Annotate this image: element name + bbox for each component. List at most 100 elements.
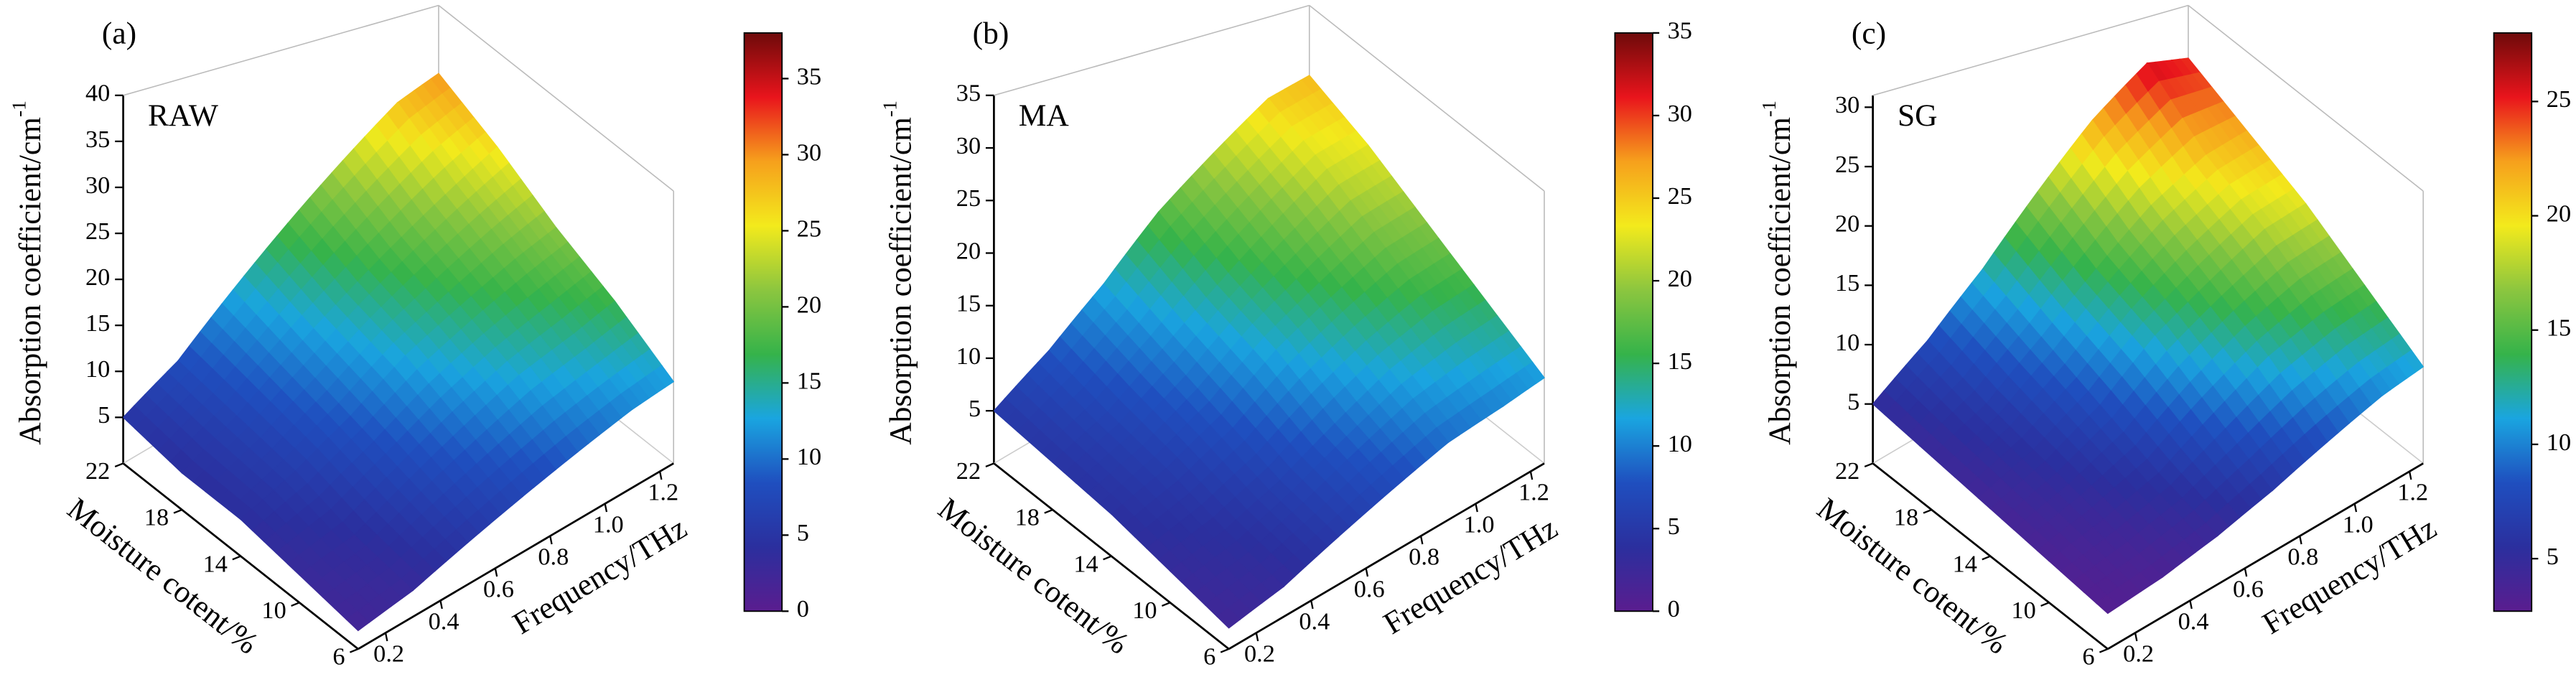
surface-cell [396, 73, 498, 186]
z-tick-label: 10 [1835, 329, 1859, 356]
x-tick [2134, 633, 2138, 642]
colorbar-tick-label: 25 [2547, 85, 2571, 113]
colorbar-tick-label: 25 [1668, 182, 1692, 210]
surface-cell [1989, 460, 2105, 562]
surface-cell [2205, 130, 2307, 230]
y-tick [173, 508, 182, 514]
x-tick [494, 568, 498, 577]
y-tick-label: 14 [1953, 550, 1977, 577]
z-tick-label: 25 [85, 218, 110, 245]
surface-cell [1106, 348, 1222, 470]
x-tick [604, 503, 608, 513]
z-axis-label-sup: -1 [9, 101, 30, 117]
x-tick-label: 0.4 [429, 607, 459, 635]
y-tick-label: 22 [1835, 457, 1859, 485]
z-tick-label: 15 [1835, 269, 1859, 297]
y-tick-label: 14 [203, 550, 228, 577]
surface-cell [408, 425, 524, 543]
method-label: RAW [148, 98, 218, 133]
surface-cell [573, 300, 675, 410]
z-tick-label: 25 [1835, 151, 1859, 178]
z-axis-label: Absorption coefficient/cm-1 [1758, 101, 1797, 445]
x-tick-label: 0.8 [1409, 543, 1439, 570]
colorbar [743, 32, 783, 612]
x-tick [549, 536, 553, 545]
surface-cell [2044, 404, 2160, 521]
colorbar-tick-label: 20 [1668, 265, 1692, 292]
z-axis-label-text: Absorption coefficient/cm [1763, 117, 1797, 445]
surface-cell [181, 415, 297, 521]
surface-cell [2323, 284, 2425, 397]
z-tick-label: 15 [85, 309, 110, 337]
x-tick-label: 1.0 [1464, 511, 1495, 538]
surface-cell [232, 223, 347, 354]
z-axis-label-text: Absorption coefficient/cm [884, 117, 918, 445]
x-tick-label: 1.0 [2343, 511, 2374, 538]
x-tick-label: 1.2 [1518, 479, 1549, 506]
surface-patch [1216, 607, 1241, 629]
surface-cell [1220, 349, 1335, 482]
surface-cell [1216, 225, 1332, 351]
colorbar-tick-label: 0 [797, 595, 809, 622]
surface-cell [240, 470, 355, 576]
surface-cell [459, 258, 575, 376]
z-tick-label: 25 [956, 185, 981, 212]
x-tick [1310, 600, 1314, 610]
panel: 5 10 15 20 25 30 35 40 22 18 14 10 6 0.2 0.4 0.6 0.8 1.0 1… [9, 4, 821, 671]
y-tick [1103, 555, 1112, 561]
x-axis-line [1228, 462, 1545, 650]
colorbar-tick-label: 30 [797, 139, 821, 166]
surface-cell [404, 305, 520, 427]
colorbar-tick-label: 15 [1668, 347, 1692, 375]
colorbar-tick-label: 35 [1668, 17, 1692, 45]
x-tick [1365, 568, 1369, 577]
y-tick [2099, 648, 2109, 653]
surface-cell [1047, 283, 1163, 414]
y-tick [349, 648, 359, 653]
x-tick [658, 471, 663, 480]
panel-label: (c) [1852, 16, 1886, 50]
surface-cell [353, 478, 469, 592]
x-tick-label: 0.6 [2233, 575, 2264, 602]
x-axis-line [358, 462, 674, 650]
x-tick-label: 1.2 [648, 479, 678, 506]
z-tick-label: 40 [85, 80, 110, 107]
surface-cell [1931, 403, 2046, 510]
z-tick-label: 35 [85, 126, 110, 153]
surface-cell [1157, 152, 1273, 286]
surface-cell [1275, 297, 1391, 425]
surface-cell [294, 415, 410, 536]
colorbar-tick-label: 15 [797, 367, 821, 394]
surface-cell [518, 333, 633, 453]
x-tick-label: 0.4 [1299, 607, 1330, 635]
y-tick [232, 555, 241, 561]
surface-cell [1110, 467, 1226, 572]
z-tick-label: 30 [1835, 91, 1859, 118]
x-tick [2408, 471, 2412, 480]
surface-cell [1169, 529, 1285, 629]
y-tick-label: 14 [1073, 550, 1098, 577]
surface-cell [2150, 154, 2266, 282]
colorbar-tick-label: 15 [2547, 314, 2571, 342]
surface-cell [350, 355, 465, 480]
y-tick [291, 602, 300, 607]
colorbar-tick-label: 5 [1668, 513, 1680, 540]
panel: 5 10 15 20 25 30 22 18 14 10 6 0.2 0.4 0.6 0.8 1.0 1.2 Ab… [1758, 4, 2571, 671]
y-tick [1220, 648, 1230, 653]
surface-cell [2091, 62, 2207, 207]
y-tick [2040, 602, 2050, 607]
x-tick-label: 0.6 [483, 575, 514, 602]
z-tick-label: 30 [956, 132, 981, 159]
surface-cell [1165, 414, 1281, 531]
surface-cell [2213, 355, 2328, 492]
colorbar-tick-label: 25 [797, 215, 821, 242]
surface-cell [2103, 472, 2218, 578]
box-edge [1309, 4, 1545, 192]
surface-cell [2157, 412, 2274, 537]
z-axis-label-sup: -1 [879, 101, 901, 117]
surface-cell [1326, 144, 1428, 249]
y-tick-label: 10 [2011, 597, 2035, 624]
colorbar-tick-label: 35 [797, 62, 821, 90]
surface-cell [2048, 518, 2164, 615]
